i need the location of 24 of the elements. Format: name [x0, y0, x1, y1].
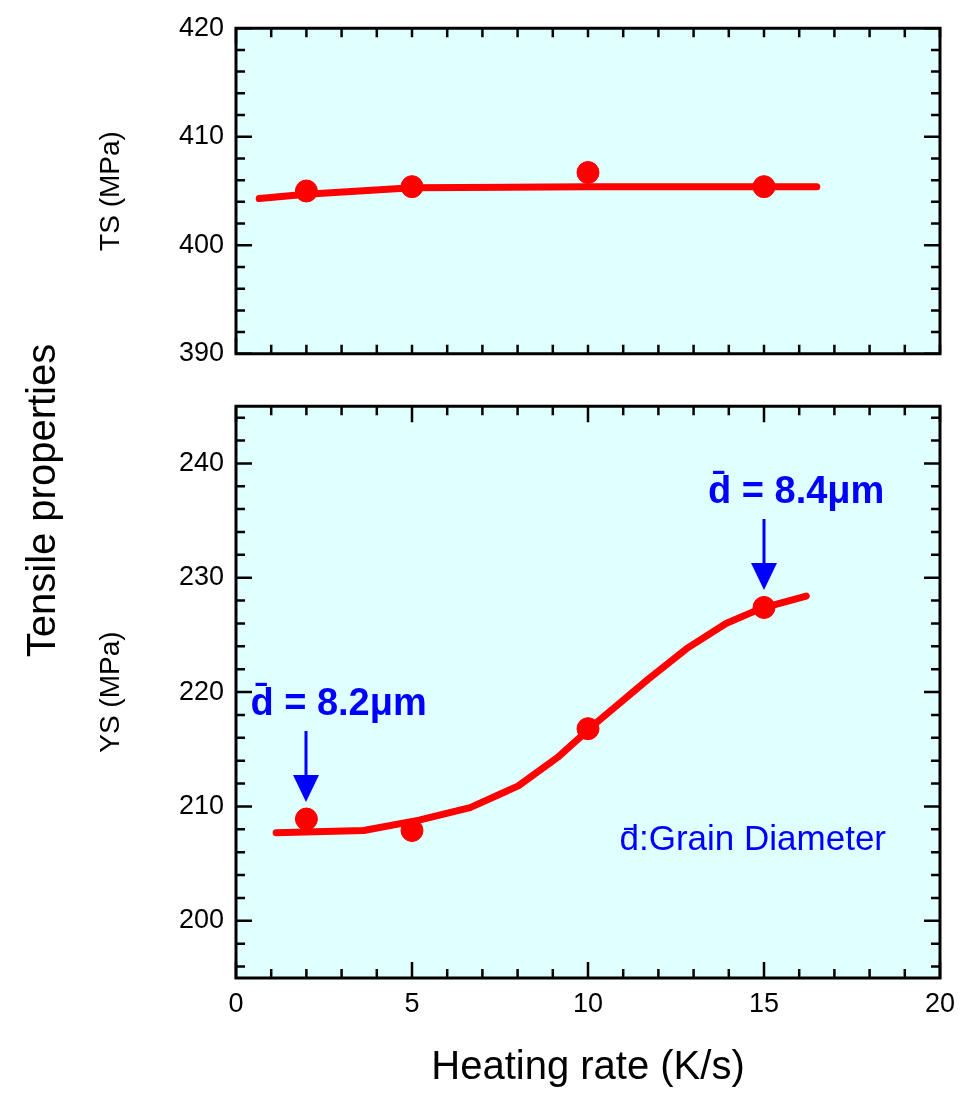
y-tick-label: 390	[178, 337, 224, 368]
annotation: d̄ = 8.2μm	[250, 681, 427, 724]
x-tick-label: 15	[748, 987, 780, 1018]
point	[294, 807, 318, 831]
text: Tensile properties	[19, 343, 65, 657]
y-tick-label: 410	[178, 120, 224, 151]
y-tick-label: 200	[178, 904, 224, 935]
point	[752, 595, 776, 619]
x-tick-label: 0	[228, 987, 244, 1018]
y-axis-title: TS (MPa)	[93, 131, 125, 251]
annotation: d̄ = 8.4μm	[708, 469, 885, 512]
x-tick-label: 5	[404, 987, 420, 1018]
y-axis-title: YS (MPa)	[93, 631, 125, 753]
y-tick-label: 220	[178, 675, 224, 706]
y-tick-label: 420	[178, 11, 224, 42]
x-axis-title: Heating rate (K/s)	[431, 1043, 745, 1088]
x-tick-label: 10	[572, 987, 604, 1018]
point	[576, 717, 600, 741]
y-tick-label: 210	[178, 789, 224, 820]
y-tick-label: 230	[178, 561, 224, 592]
annotation: d̄:Grain Diameter	[619, 818, 886, 858]
x-tick-label: 20	[924, 987, 956, 1018]
y-tick-label: 240	[178, 446, 224, 477]
y-tick-label: 400	[178, 228, 224, 259]
